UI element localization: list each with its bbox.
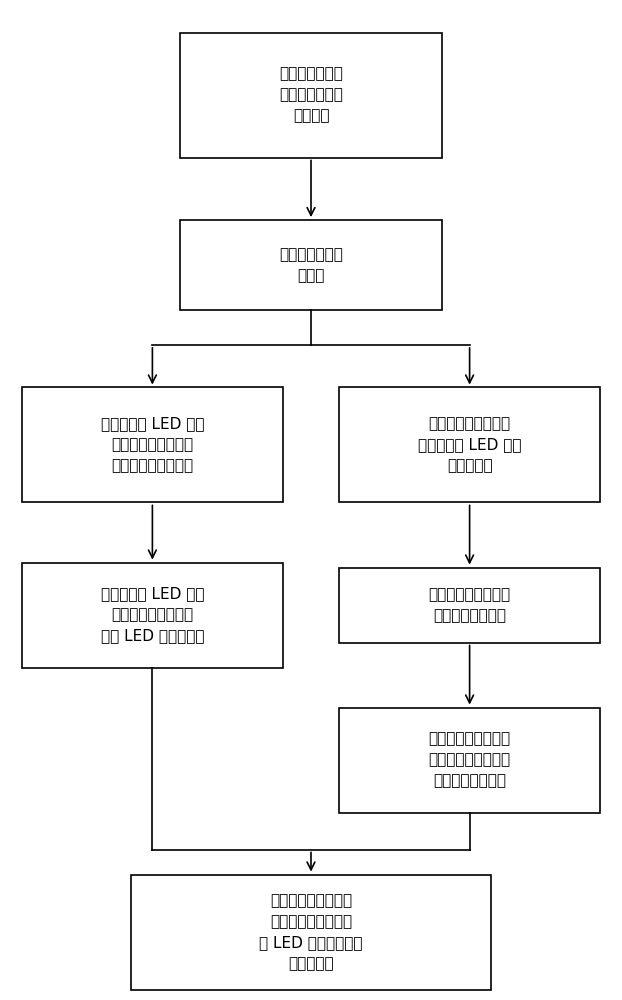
Bar [180,32,442,157]
Bar [339,708,600,812]
Bar [22,387,283,502]
Text: 对摄像系统进行
参数设置，并开
启本系统: 对摄像系统进行 参数设置，并开 启本系统 [279,66,343,123]
Text: 控制和显示 LED 灯阵
列装置接收到中断信
号后，采集时间信息: 控制和显示 LED 灯阵 列装置接收到中断信 号后，采集时间信息 [101,416,204,474]
Text: 关闭本系统，根据记
录图像上的时间信息
和 LED 灯阵列信息判
读延迟时间: 关闭本系统，根据记 录图像上的时间信息 和 LED 灯阵列信息判 读延迟时间 [259,893,363,971]
Text: 控制和显示 LED 灯阵
列装置根据时间信息
控制 LED 灯阵列显示: 控制和显示 LED 灯阵 列装置根据时间信息 控制 LED 灯阵列显示 [101,586,204,644]
Bar [339,387,600,502]
Bar [22,562,283,668]
Bar [131,874,491,990]
Text: 摄像系统接收到中断
信号后，对 LED 灯阵
列进行曝光: 摄像系统接收到中断 信号后，对 LED 灯阵 列进行曝光 [418,416,521,474]
Text: 图像记录装置采集时
间信息，并将信息叠
加于记录的图像中: 图像记录装置采集时 间信息，并将信息叠 加于记录的图像中 [429,732,511,788]
Text: 时统终端输出同
步信号: 时统终端输出同 步信号 [279,247,343,283]
Bar [339,567,600,642]
Text: 摄像系统曝光结束，
并对图像进行输出: 摄像系统曝光结束， 并对图像进行输出 [429,587,511,623]
Bar [180,220,442,310]
